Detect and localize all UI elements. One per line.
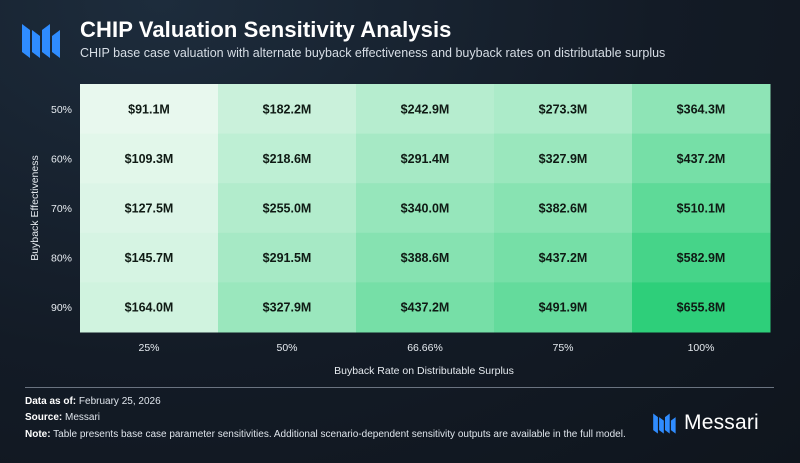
heatmap-cell xyxy=(218,282,357,333)
heatmap-cell xyxy=(356,84,495,135)
heatmap-cell-label: $388.6M xyxy=(401,251,450,265)
heatmap-cell-label: $164.0M xyxy=(125,301,174,315)
heatmap-cell xyxy=(494,84,633,135)
heatmap-cell-label: $437.2M xyxy=(677,152,726,166)
heatmap-cell-label: $327.9M xyxy=(263,301,312,315)
footer-note: Note: Table presents base case parameter… xyxy=(25,428,645,441)
heatmap-cell xyxy=(632,133,771,184)
x-axis-label: Buyback Rate on Distributable Surplus xyxy=(334,365,514,377)
x-tick-label: 66.66% xyxy=(407,342,443,354)
heatmap-cell-label: $582.9M xyxy=(677,251,726,265)
heatmap-cell xyxy=(218,232,357,283)
x-tick-label: 75% xyxy=(552,342,573,354)
footer-note-value: Table presents base case parameter sensi… xyxy=(53,429,626,440)
heatmap-cell-label: $242.9M xyxy=(401,102,450,116)
heatmap-cell xyxy=(218,133,357,184)
heatmap-cell-label: $127.5M xyxy=(125,202,174,216)
heatmap-cell xyxy=(356,282,495,333)
footer-source-label: Source: xyxy=(25,412,63,423)
heatmap-cell xyxy=(356,183,495,234)
footer-date-label: Data as of: xyxy=(25,396,77,407)
x-tick-label: 50% xyxy=(276,342,297,354)
heatmap-cell xyxy=(632,282,771,333)
footer-divider xyxy=(25,387,774,388)
messari-logo-icon xyxy=(22,24,60,58)
brand-name: Messari xyxy=(684,411,759,434)
heatmap-cell-label: $182.2M xyxy=(263,102,312,116)
heatmap-cell-label: $145.7M xyxy=(125,251,174,265)
y-tick-label: 90% xyxy=(51,302,72,314)
heatmap-cell xyxy=(494,133,633,184)
page-subtitle: CHIP base case valuation with alternate … xyxy=(80,46,666,60)
heatmap-cell-label: $655.8M xyxy=(677,301,726,315)
heatmap-cell xyxy=(632,183,771,234)
footer-date: Data as of: February 25, 2026 xyxy=(25,396,161,407)
heatmap-cell xyxy=(80,84,219,135)
heatmap-cell xyxy=(80,183,219,234)
footer-source: Source: Messari xyxy=(25,412,100,423)
x-tick-label: 25% xyxy=(138,342,159,354)
heatmap-cell-label: $291.5M xyxy=(263,251,312,265)
heatmap-cell xyxy=(80,133,219,184)
heatmap-cell xyxy=(218,183,357,234)
heatmap-cell xyxy=(494,232,633,283)
y-tick-label: 80% xyxy=(51,253,72,265)
y-axis-label: Buyback Effectiveness xyxy=(29,155,41,261)
heatmap-cell-label: $382.6M xyxy=(539,202,588,216)
y-tick-label: 50% xyxy=(51,104,72,116)
heatmap-cell xyxy=(632,84,771,135)
heatmap-cell xyxy=(494,282,633,333)
heatmap-cell-label: $218.6M xyxy=(263,152,312,166)
heatmap-cell xyxy=(356,232,495,283)
page-title: CHIP Valuation Sensitivity Analysis xyxy=(80,17,452,42)
y-tick-label: 70% xyxy=(51,203,72,215)
heatmap-cell-label: $510.1M xyxy=(677,202,726,216)
heatmap-cell xyxy=(80,282,219,333)
footer-note-label: Note: xyxy=(25,429,51,440)
heatmap-cell xyxy=(356,133,495,184)
heatmap-cell xyxy=(494,183,633,234)
heatmap-cell-label: $327.9M xyxy=(539,152,588,166)
x-tick-label: 100% xyxy=(688,342,715,354)
heatmap-cell xyxy=(632,232,771,283)
heatmap-cell-label: $291.4M xyxy=(401,152,450,166)
heatmap-cell-label: $437.2M xyxy=(401,301,450,315)
heatmap-cell-label: $364.3M xyxy=(677,102,726,116)
footer-source-value: Messari xyxy=(65,412,101,423)
heatmap-cell-label: $255.0M xyxy=(263,202,312,216)
heatmap-cell-label: $109.3M xyxy=(125,152,174,166)
heatmap-cell-label: $273.3M xyxy=(539,102,588,116)
heatmap-cell-label: $491.9M xyxy=(539,301,588,315)
heatmap-cell xyxy=(80,232,219,283)
brand-mark: Messari xyxy=(652,409,759,437)
y-tick-label: 60% xyxy=(51,153,72,165)
heatmap-cell-label: $91.1M xyxy=(128,102,170,116)
heatmap-cell xyxy=(218,84,357,135)
messari-brand-icon xyxy=(653,413,676,434)
footer-date-value: February 25, 2026 xyxy=(78,396,161,407)
heatmap-cell-label: $437.2M xyxy=(539,251,588,265)
heatmap-cell-label: $340.0M xyxy=(401,202,450,216)
